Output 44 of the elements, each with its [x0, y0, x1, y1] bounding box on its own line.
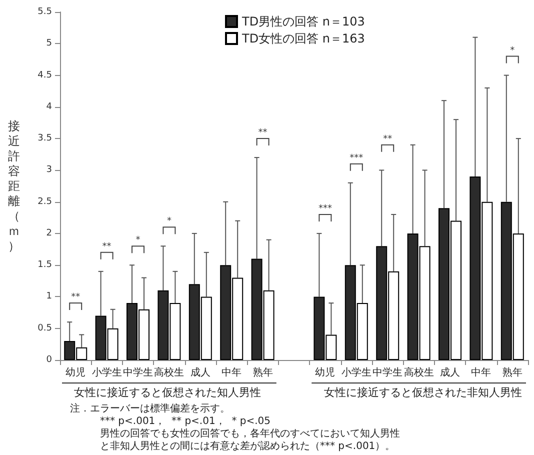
y-tick-label: 5.5: [38, 7, 52, 17]
text: 接近許容距離（ｍ）: [8, 119, 20, 253]
y-tick-label: 0: [46, 355, 52, 365]
x-tick-label: 中年: [471, 366, 492, 378]
x-tick-label: 小学生: [92, 366, 122, 378]
y-tick-label: 2.5: [38, 196, 52, 207]
legend-label: TD女性の回答 n＝163: [241, 32, 365, 46]
y-tick-label: 1: [46, 292, 52, 302]
text: 男性の回答でも女性の回答でも，各年代のすべてにおいて知人男性: [100, 428, 400, 440]
y-tick-label: 2: [46, 228, 52, 238]
y-tick-label: 3.5: [38, 134, 52, 144]
y-tick-label: 3: [46, 165, 52, 176]
annotation: *: [136, 236, 141, 246]
annotation: *: [166, 216, 172, 227]
x-tick-label: 熟年: [252, 366, 273, 378]
y-tick-label: 4.5: [38, 70, 52, 80]
annotation: ***: [318, 204, 332, 214]
y-tick-label: 5: [46, 38, 52, 49]
annotation: **: [71, 292, 81, 303]
x-tick-label: 中年: [222, 366, 242, 378]
x-tick-label: 小学生: [341, 366, 372, 378]
x-tick-label: 高校生: [404, 366, 434, 378]
x-tick-label: 幼児: [315, 366, 336, 378]
annotation: ***: [350, 153, 364, 164]
y-tick-label: 0.5: [38, 323, 52, 334]
annotation: **: [102, 242, 112, 252]
legend-label: TD男性の回答 n＝103: [241, 14, 365, 28]
text: 女性に接近すると仮想された知人男性: [74, 386, 262, 399]
y-tick-label: 1.5: [38, 260, 52, 270]
y-tick-label: 4: [46, 102, 52, 112]
x-tick-label: 成人: [440, 366, 460, 378]
text: 注．エラーバーは標準偏差を示す。: [70, 402, 230, 414]
text: *** p<.001， ** p<.01， * p<.05: [100, 416, 271, 427]
annotation: **: [383, 134, 393, 144]
text: と非知人男性との間には有意な差が認められた（*** p<.001）。: [100, 440, 396, 452]
x-tick-label: 中学生: [372, 366, 403, 378]
annotation: **: [258, 128, 268, 138]
x-tick-label: 成人: [190, 366, 210, 378]
annotation: *: [510, 46, 516, 56]
x-tick-label: 幼児: [66, 366, 86, 378]
x-tick-label: 中学生: [123, 366, 153, 378]
x-tick-label: 高校生: [154, 366, 184, 378]
text: 女性に接近すると仮想された非知人男性: [324, 386, 522, 399]
x-tick-label: 熟年: [502, 366, 522, 378]
